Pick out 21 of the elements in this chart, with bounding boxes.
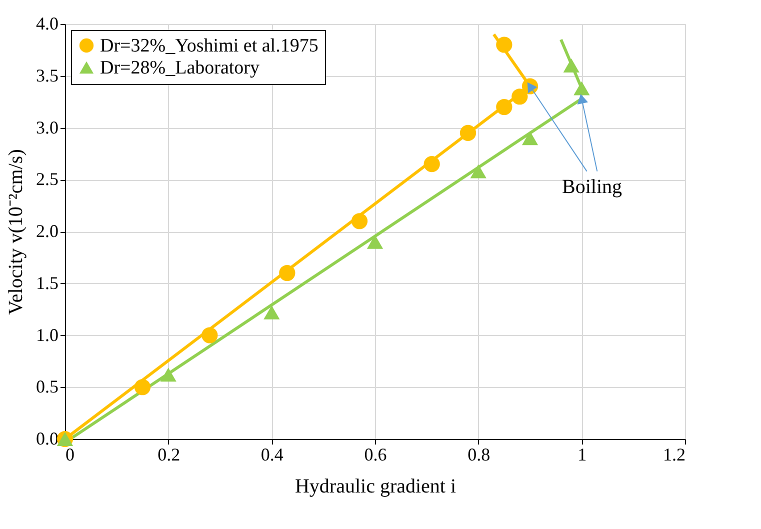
x-axis-title: Hydraulic gradient i [294,476,456,498]
x-tick-label: 1 [578,444,587,464]
annotation: Boiling [562,176,622,198]
y-tick-label: 1.0 [36,324,58,345]
x-tick-label: 0.6 [364,444,387,464]
x-tick-label: 0.2 [158,444,180,464]
x-tick-label: 0.4 [260,444,284,464]
y-tick-label: 2.5 [36,169,58,190]
y-axis-title: Velocity v(10⁻²cm/s) [5,149,27,315]
y-tick-label: 0.0 [36,428,58,448]
x-tick-label: 1.2 [663,444,686,464]
y-tick-label: 1.5 [36,272,58,293]
y-tick-label: 0.5 [36,376,58,397]
legend-label: Dr=32%_Yoshimi et al.1975 [100,36,318,56]
y-tick-label: 2.0 [36,221,58,241]
y-tick-label: 3.5 [36,65,58,86]
y-tick-label: 3.0 [36,117,58,138]
legend-label: Dr=28%_Laboratory [100,58,260,78]
y-tick-label: 4.0 [36,14,58,34]
x-tick-label: 0 [66,444,74,464]
x-tick-label: 0.8 [468,444,490,464]
